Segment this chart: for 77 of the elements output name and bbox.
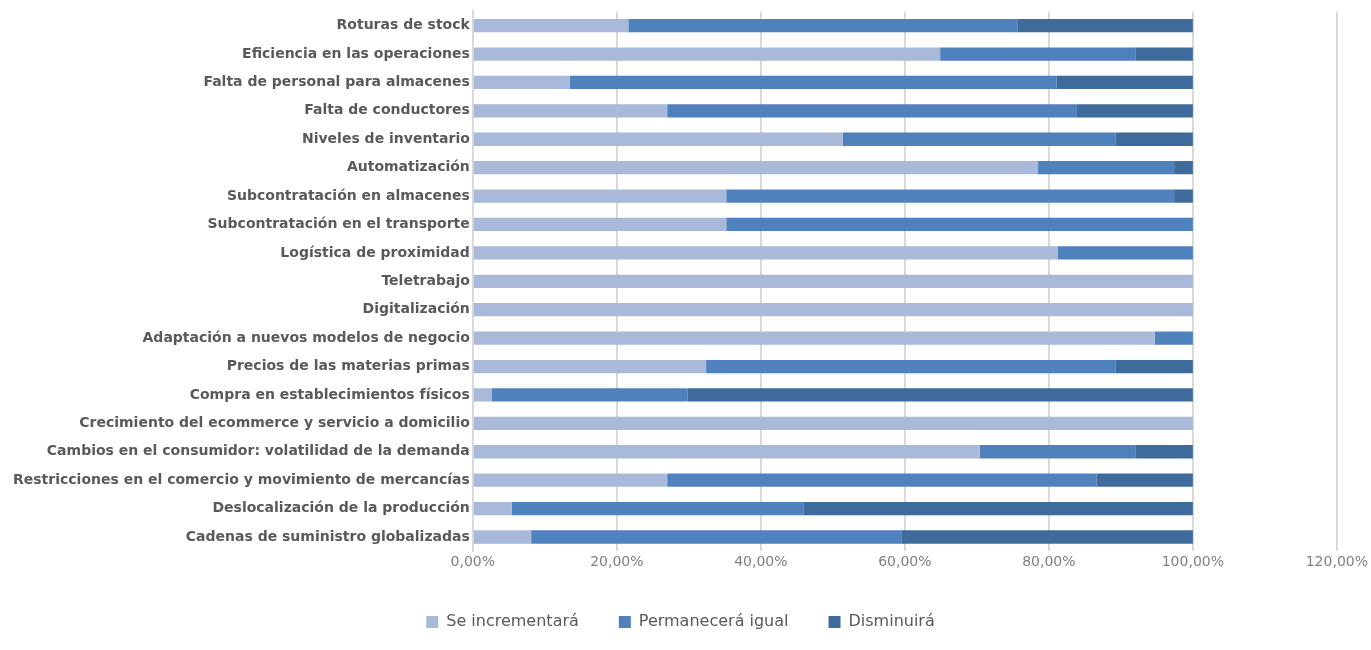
bar <box>667 104 1077 118</box>
x-tick-label: 20,00% <box>590 553 644 570</box>
x-tick-label: 0,00% <box>450 553 496 570</box>
bar <box>979 445 1136 459</box>
bar <box>901 530 1193 544</box>
y-tick-label: Deslocalización de la producción <box>212 499 470 516</box>
y-tick-label: Falta de conductores <box>304 101 470 118</box>
legend-label: Disminuirá <box>848 611 935 631</box>
x-tick-label: 60,00% <box>878 553 932 570</box>
y-tick-label: Cadenas de suministro globalizadas <box>185 527 470 544</box>
y-tick-label: Digitalización <box>362 300 470 317</box>
bar <box>726 189 1175 203</box>
bar <box>1135 47 1193 61</box>
bar <box>473 47 941 61</box>
bar <box>1115 132 1193 146</box>
bar <box>473 501 512 516</box>
y-tick-label: Subcontratación en el transporte <box>207 215 470 232</box>
bar <box>473 18 629 33</box>
bar <box>473 530 532 544</box>
bar <box>473 132 843 146</box>
bar <box>473 246 1058 260</box>
x-tick-label: 40,00% <box>734 553 788 570</box>
legend-label: Se incrementará <box>446 611 579 631</box>
bar <box>687 388 1193 402</box>
bar <box>473 359 707 374</box>
legend-label: Permanecerá igual <box>638 611 789 631</box>
y-tick-label: Restricciones en el comercio y movimiento de mercancías <box>12 470 470 487</box>
bar <box>473 189 727 203</box>
bar <box>628 18 1018 33</box>
bar <box>1096 473 1193 487</box>
x-tick-label: 100,00% <box>1161 553 1224 570</box>
bar <box>570 75 1057 90</box>
bar <box>473 331 1155 345</box>
bar <box>473 274 1193 288</box>
bar <box>1056 75 1193 90</box>
x-tick-label: 80,00% <box>1022 553 1076 570</box>
y-tick-label: Precios de las materias primas <box>226 357 470 374</box>
bar <box>940 47 1136 61</box>
bar <box>1174 161 1193 175</box>
y-tick-label: Roturas de stock <box>336 16 471 33</box>
bar <box>1038 161 1175 175</box>
bar <box>1057 246 1193 260</box>
y-tick-label: Teletrabajo <box>381 271 471 288</box>
bar <box>473 303 1193 317</box>
y-tick-label: Compra en establecimientos físicos <box>189 385 470 402</box>
bar <box>1154 331 1193 345</box>
bar <box>726 217 1193 232</box>
bar <box>1115 359 1193 374</box>
bar <box>473 104 668 118</box>
y-tick-label: Adaptación a nuevos modelos de negocio <box>142 328 471 345</box>
bar <box>1135 445 1193 459</box>
y-tick-label: Automatización <box>346 158 470 175</box>
y-tick-label: Cambios en el consumidor: volatilidad de la demanda <box>46 442 470 459</box>
bar <box>511 501 804 516</box>
y-tick-label: Logística de proximidad <box>280 243 470 260</box>
bar <box>473 445 980 459</box>
bar <box>1076 104 1193 118</box>
bar <box>473 75 571 90</box>
bar <box>803 501 1193 516</box>
y-tick-label: Falta de personal para almacenes <box>203 73 470 90</box>
bar <box>531 530 902 544</box>
bar <box>842 132 1116 146</box>
bar <box>473 416 1193 430</box>
bar <box>473 161 1039 175</box>
x-tick-label: 120,00% <box>1305 553 1368 570</box>
bar <box>706 359 1116 374</box>
bar <box>473 217 727 232</box>
bar <box>473 388 492 402</box>
y-tick-label: Eficiencia en las operaciones <box>242 44 470 61</box>
bar <box>667 473 1097 487</box>
y-tick-label: Niveles de inventario <box>301 129 471 146</box>
y-tick-label: Subcontratación en almacenes <box>226 186 470 203</box>
y-tick-label: Crecimiento del ecommerce y servicio a domicilio <box>79 413 471 430</box>
bar <box>1174 189 1193 203</box>
bar <box>1017 18 1193 33</box>
bar <box>473 473 668 487</box>
bar <box>491 388 688 402</box>
